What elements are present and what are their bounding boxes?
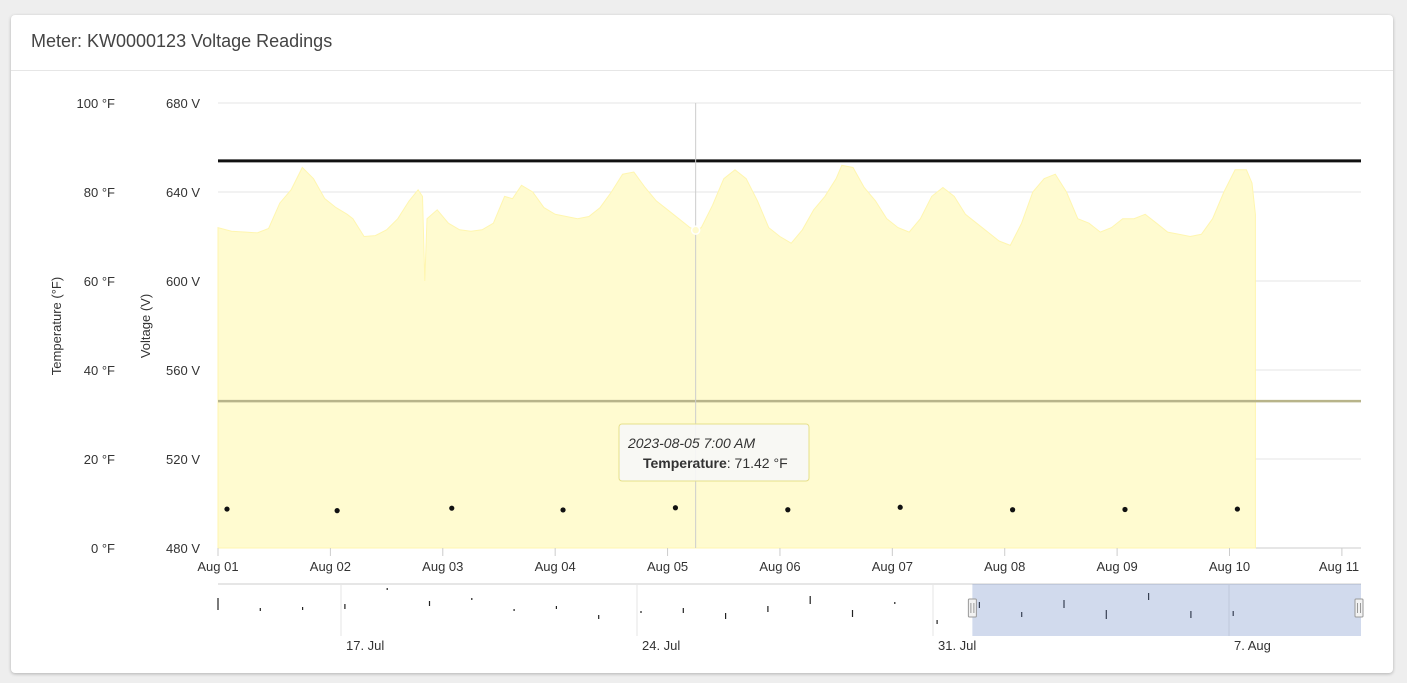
voltage-point[interactable]	[785, 507, 791, 513]
navigator-tick-label: 7. Aug	[1234, 638, 1271, 653]
navigator-tick-label: 24. Jul	[642, 638, 680, 653]
temperature-area[interactable]	[217, 164, 1256, 549]
voltage-point[interactable]	[1122, 506, 1128, 513]
x-tick-label: Aug 05	[647, 559, 688, 574]
x-tick-label: Aug 01	[197, 559, 238, 574]
temperature-tick-label: 100 °F	[77, 96, 116, 111]
tooltip-value: : 71.42 °F	[727, 455, 788, 471]
temperature-tick-label: 80 °F	[84, 185, 115, 200]
navigator[interactable]: 17. Jul 24. Jul 31. Jul 7. Aug	[217, 583, 1364, 653]
x-tick-label: Aug 02	[310, 559, 351, 574]
reference-lines	[218, 159, 1361, 403]
voltage-points[interactable]	[224, 504, 1240, 514]
navigator-tick-label: 17. Jul	[346, 638, 384, 653]
tooltip-header: 2023-08-05 7:00 AM	[627, 435, 755, 451]
card-title: Meter: KW0000123 Voltage Readings	[31, 31, 333, 51]
voltage-point[interactable]	[1009, 507, 1016, 513]
temperature-tick-label: 40 °F	[84, 363, 115, 378]
tooltip-series-label: Temperature	[643, 455, 727, 471]
svg-text:Temperature: 71.42 °F: Temperature: 71.42 °F	[643, 455, 788, 471]
voltage-tick-label: 560 V	[166, 363, 200, 378]
navigator-handle-left[interactable]	[967, 598, 977, 618]
voltage-point[interactable]	[224, 506, 230, 512]
x-tick-label: Aug 10	[1209, 559, 1250, 574]
voltage-point[interactable]	[897, 504, 903, 510]
voltage-tick-label: 640 V	[166, 185, 200, 200]
navigator-tick-label: 31. Jul	[938, 638, 976, 653]
temperature-tick-label: 60 °F	[84, 274, 115, 289]
x-tick-label: Aug 08	[984, 559, 1025, 574]
card-header: Meter: KW0000123 Voltage Readings	[11, 15, 1393, 71]
voltage-point[interactable]	[449, 505, 455, 511]
voltage-tick-label: 600 V	[166, 274, 200, 289]
x-tick-label: Aug 03	[422, 559, 463, 574]
tooltip: 2023-08-05 7:00 AM Temperature: 71.42 °F	[618, 423, 810, 482]
voltage-point[interactable]	[1234, 506, 1240, 512]
temperature-tick-label: 20 °F	[84, 452, 115, 467]
voltage-point[interactable]	[672, 505, 679, 511]
voltage-point[interactable]	[560, 507, 566, 513]
voltage-axis: 480 V 520 V 560 V 600 V 640 V 680 V	[166, 96, 200, 556]
x-tick-label: Aug 04	[535, 559, 576, 574]
x-tick-label: Aug 11	[1319, 559, 1359, 574]
voltage-tick-label: 480 V	[166, 541, 200, 556]
voltage-tick-label: 680 V	[166, 96, 200, 111]
hover-marker	[690, 225, 701, 235]
temperature-axis: 0 °F 20 °F 40 °F 60 °F 80 °F 100 °F	[77, 96, 116, 556]
voltage-tick-label: 520 V	[166, 452, 200, 467]
navigator-handle-right[interactable]	[1354, 598, 1364, 618]
temperature-tick-label: 0 °F	[91, 541, 115, 556]
voltage-axis-title: Voltage (V)	[138, 294, 153, 358]
x-tick-label: Aug 06	[759, 559, 800, 574]
x-axis: Aug 01 Aug 02 Aug 03 Aug 04 Aug 05 Aug 06 Aug …	[197, 548, 1359, 574]
x-tick-label: Aug 09	[1097, 559, 1138, 574]
navigator-selection[interactable]	[972, 584, 1361, 636]
temperature-axis-title: Temperature (°F)	[49, 277, 64, 375]
x-tick-label: Aug 07	[872, 559, 913, 574]
voltage-point[interactable]	[334, 508, 340, 514]
